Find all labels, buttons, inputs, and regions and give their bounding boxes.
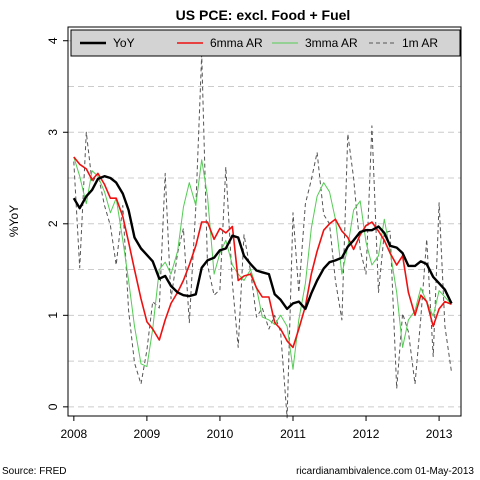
- x-tick-label: 2013: [426, 427, 453, 441]
- series-line-1m-ar: [73, 54, 452, 419]
- plot-frame: [67, 26, 462, 417]
- x-tick-label: 2010: [207, 427, 234, 441]
- series-lines: [72, 54, 453, 419]
- y-axis: 0 1 2 3 4: [46, 37, 68, 410]
- legend-label: YoY: [113, 36, 135, 50]
- x-tick-label: 2008: [60, 427, 87, 441]
- legend-label: 6mma AR: [210, 36, 263, 50]
- y-axis-label: %YoY: [7, 205, 21, 237]
- series-line-6mma-ar: [73, 156, 452, 349]
- grid-lines: [68, 40, 461, 408]
- y-tick-label: 3: [46, 129, 60, 136]
- legend: YoY 6mma AR 3mma AR 1m AR: [70, 29, 461, 57]
- legend-label: 3mma AR: [305, 36, 358, 50]
- series-line-yoy: [72, 174, 453, 311]
- chart-title: US PCE: excl. Food + Fuel: [176, 7, 351, 23]
- x-tick-label: 2012: [353, 427, 380, 441]
- y-tick-label: 0: [46, 403, 60, 410]
- x-tick-label: 2009: [134, 427, 161, 441]
- legend-box: [70, 29, 461, 57]
- credit-note: ricardianambivalence.com 01-May-2013: [296, 466, 474, 477]
- y-tick-label: 1: [46, 312, 60, 319]
- legend-label: 1m AR: [402, 36, 438, 50]
- x-tick-label: 2011: [280, 427, 306, 441]
- y-tick-label: 2: [46, 220, 60, 227]
- x-axis: 2008 2009 2010 2011 2012 2013: [60, 416, 453, 441]
- source-note: Source: FRED: [2, 466, 67, 477]
- y-tick-label: 4: [46, 37, 60, 44]
